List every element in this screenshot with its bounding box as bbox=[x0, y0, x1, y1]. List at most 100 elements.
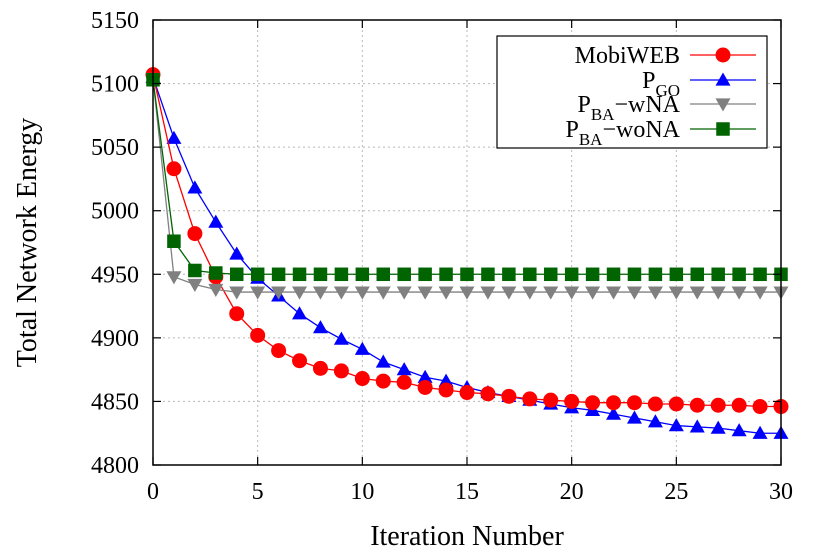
data-point-pgo bbox=[606, 406, 622, 420]
y-tick-label: 4900 bbox=[91, 326, 139, 352]
data-point-pgo bbox=[396, 362, 412, 376]
data-point-pba-wona bbox=[209, 266, 223, 280]
data-point-mobiweb bbox=[668, 396, 684, 412]
legend-label-suffix: −woNA bbox=[602, 117, 680, 143]
data-point-pba-wona bbox=[523, 267, 537, 282]
data-point-pgo bbox=[292, 306, 308, 320]
x-tick-label: 30 bbox=[769, 479, 793, 505]
data-point-mobiweb bbox=[396, 374, 412, 390]
data-point-pba-wona bbox=[585, 267, 600, 282]
data-point-pgo bbox=[647, 414, 663, 428]
data-point-mobiweb bbox=[647, 396, 663, 412]
data-point-pba-wna bbox=[522, 286, 538, 300]
legend-marker-pgo bbox=[715, 72, 731, 86]
y-tick-label: 4950 bbox=[91, 262, 139, 288]
data-point-pba-wna bbox=[292, 286, 308, 300]
data-point-pba-wna bbox=[501, 286, 517, 300]
data-point-mobiweb bbox=[438, 382, 454, 398]
x-tick-labels: 0 5 10 15 20 25 30 bbox=[147, 479, 793, 505]
legend-label-main: P bbox=[577, 92, 590, 118]
y-tick-label: 4800 bbox=[91, 453, 139, 479]
data-point-mobiweb bbox=[166, 161, 182, 177]
data-point-pba-wna bbox=[396, 286, 412, 300]
y-tick-label: 5050 bbox=[91, 135, 139, 161]
data-point-mobiweb bbox=[501, 388, 517, 404]
data-point-mobiweb bbox=[564, 393, 580, 409]
data-point-pgo bbox=[375, 354, 391, 368]
data-point-pba-wna bbox=[166, 271, 182, 285]
legend-label-main: MobiWEB bbox=[575, 43, 680, 69]
data-point-pgo bbox=[208, 214, 224, 228]
data-point-mobiweb bbox=[271, 343, 287, 359]
y-tick-label: 5000 bbox=[91, 199, 139, 225]
data-point-pba-wna bbox=[208, 283, 224, 298]
x-tick-label: 25 bbox=[664, 479, 688, 505]
data-point-pba-wna bbox=[564, 286, 580, 300]
y-axis-title: Total Network Energy bbox=[12, 118, 43, 367]
data-point-pba-wona bbox=[376, 267, 391, 282]
data-point-pba-wona bbox=[460, 267, 474, 282]
x-tick-label: 20 bbox=[560, 479, 584, 505]
data-point-mobiweb bbox=[626, 395, 642, 411]
data-point-pba-wna bbox=[333, 286, 349, 300]
data-point-pba-wona bbox=[229, 267, 244, 282]
data-point-mobiweb bbox=[312, 360, 328, 376]
data-point-pba-wna bbox=[354, 286, 370, 300]
y-tick-label: 5150 bbox=[91, 8, 139, 34]
data-point-pba-wona bbox=[481, 267, 495, 282]
data-point-mobiweb bbox=[417, 379, 433, 395]
data-point-pba-wona bbox=[648, 267, 663, 282]
data-point-pba-wna bbox=[606, 286, 622, 300]
x-tick-label: 10 bbox=[350, 479, 374, 505]
data-point-mobiweb bbox=[543, 392, 559, 408]
data-point-mobiweb bbox=[731, 397, 747, 413]
data-point-pgo bbox=[229, 246, 245, 260]
legend-marker-pba-wona bbox=[716, 122, 730, 136]
data-point-mobiweb bbox=[480, 386, 496, 402]
data-point-pba-wna bbox=[229, 286, 245, 300]
y-tick-label: 5100 bbox=[91, 72, 139, 98]
legend-item-pba-wona: PBA−woNA bbox=[565, 117, 756, 149]
legend-label-main: P bbox=[642, 68, 655, 94]
data-point-pgo bbox=[626, 410, 642, 424]
data-point-pba-wna bbox=[543, 286, 559, 300]
data-point-pba-wona bbox=[334, 267, 349, 282]
data-point-pba-wona bbox=[439, 267, 453, 282]
legend-label: PBA−wNA bbox=[577, 92, 680, 124]
data-point-pba-wona bbox=[564, 267, 579, 282]
data-point-mobiweb bbox=[752, 399, 768, 415]
data-point-pba-wna bbox=[710, 286, 726, 300]
legend-item-pba-wna: PBA−wNA bbox=[577, 92, 756, 124]
data-point-mobiweb bbox=[459, 385, 475, 401]
data-point-pgo bbox=[710, 420, 726, 434]
data-point-mobiweb bbox=[522, 391, 538, 407]
data-point-pba-wona bbox=[313, 267, 328, 282]
data-point-pba-wna bbox=[585, 286, 601, 300]
data-point-mobiweb bbox=[710, 397, 726, 413]
data-point-pba-wona bbox=[690, 267, 705, 282]
data-point-pba-wna bbox=[647, 286, 663, 300]
data-point-pba-wona bbox=[732, 267, 746, 282]
series-mobiweb bbox=[145, 67, 789, 415]
x-tick-label: 15 bbox=[455, 479, 479, 505]
data-point-pba-wona bbox=[355, 267, 370, 282]
data-point-pba-wona bbox=[188, 263, 202, 278]
data-point-mobiweb bbox=[606, 395, 622, 411]
x-tick-label: 5 bbox=[252, 479, 264, 505]
legend-label-sub: BA bbox=[591, 105, 615, 124]
data-point-pba-wna bbox=[250, 286, 266, 300]
data-point-pgo bbox=[689, 419, 705, 433]
data-point-pba-wna bbox=[626, 286, 642, 300]
data-point-pba-wna bbox=[459, 286, 475, 300]
data-point-pgo bbox=[312, 320, 328, 334]
data-point-pba-wona bbox=[627, 267, 642, 282]
data-point-pba-wna bbox=[689, 286, 705, 300]
data-point-mobiweb bbox=[229, 306, 245, 322]
data-point-pgo bbox=[333, 331, 349, 345]
data-point-mobiweb bbox=[292, 353, 308, 369]
data-point-pgo bbox=[668, 418, 684, 432]
legend-marker-pba-wna bbox=[715, 98, 731, 112]
data-point-mobiweb bbox=[585, 395, 601, 411]
